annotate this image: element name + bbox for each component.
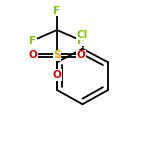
Text: O: O: [77, 51, 85, 60]
Text: S: S: [53, 51, 61, 60]
Text: O: O: [29, 51, 37, 60]
Text: F: F: [77, 36, 85, 45]
Text: Cl: Cl: [77, 30, 88, 39]
Text: F: F: [29, 36, 37, 45]
Text: F: F: [53, 6, 61, 15]
Text: O: O: [53, 70, 61, 80]
